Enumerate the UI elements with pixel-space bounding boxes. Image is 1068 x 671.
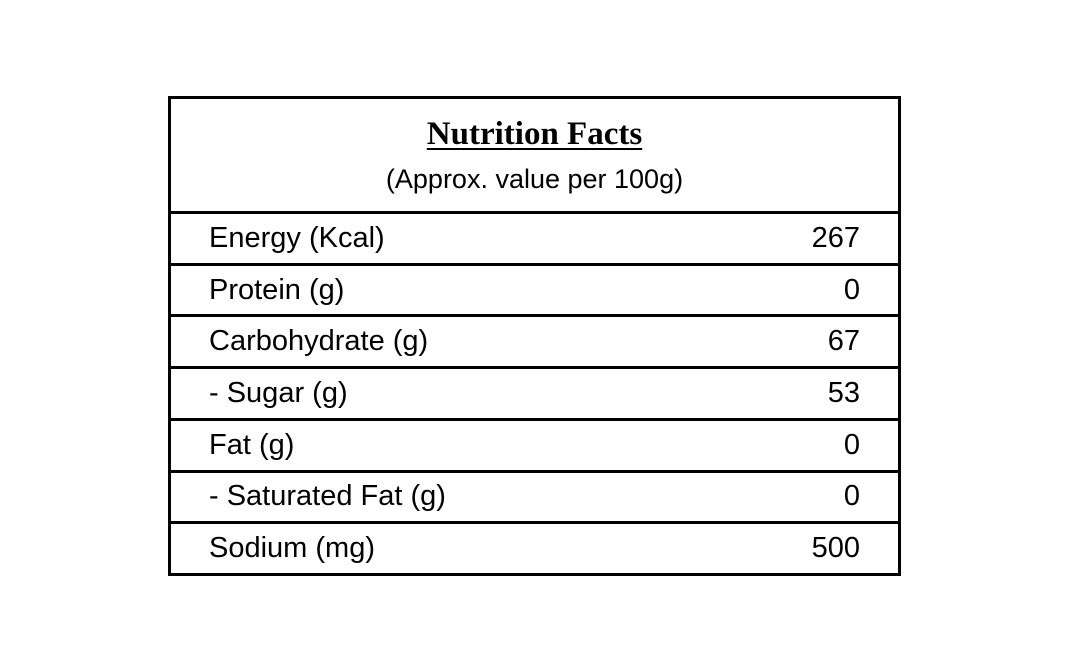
row-value: 0 bbox=[843, 480, 860, 513]
row-value: 0 bbox=[843, 273, 860, 306]
nutrition-row-energy: Energy (Kcal) 267 bbox=[171, 214, 898, 266]
nutrition-title: Nutrition Facts bbox=[426, 116, 643, 152]
row-label: Protein (g) bbox=[209, 273, 345, 306]
nutrition-subtitle: (Approx. value per 100g) bbox=[385, 164, 684, 194]
nutrition-rows: Energy (Kcal) 267 Protein (g) 0 Carbohyd… bbox=[171, 214, 898, 573]
row-value: 53 bbox=[827, 377, 860, 410]
row-label: Energy (Kcal) bbox=[209, 221, 385, 254]
row-value: 500 bbox=[811, 532, 860, 565]
nutrition-facts-panel: Nutrition Facts (Approx. value per 100g)… bbox=[168, 96, 901, 576]
row-label: - Sugar (g) bbox=[209, 377, 348, 410]
nutrition-row-sugar: - Sugar (g) 53 bbox=[171, 369, 898, 421]
row-label: Fat (g) bbox=[209, 428, 295, 461]
nutrition-header: Nutrition Facts (Approx. value per 100g) bbox=[171, 99, 898, 214]
row-value: 67 bbox=[827, 325, 860, 358]
nutrition-row-fat: Fat (g) 0 bbox=[171, 421, 898, 473]
nutrition-row-carbohydrate: Carbohydrate (g) 67 bbox=[171, 317, 898, 370]
row-label: Carbohydrate (g) bbox=[209, 325, 429, 358]
nutrition-row-sodium: Sodium (mg) 500 bbox=[171, 524, 898, 573]
row-value: 0 bbox=[843, 428, 860, 461]
nutrition-row-protein: Protein (g) 0 bbox=[171, 266, 898, 318]
row-label: Sodium (mg) bbox=[209, 532, 375, 565]
nutrition-row-saturated-fat: - Saturated Fat (g) 0 bbox=[171, 473, 898, 525]
row-value: 267 bbox=[811, 221, 860, 254]
row-label: - Saturated Fat (g) bbox=[209, 480, 446, 513]
